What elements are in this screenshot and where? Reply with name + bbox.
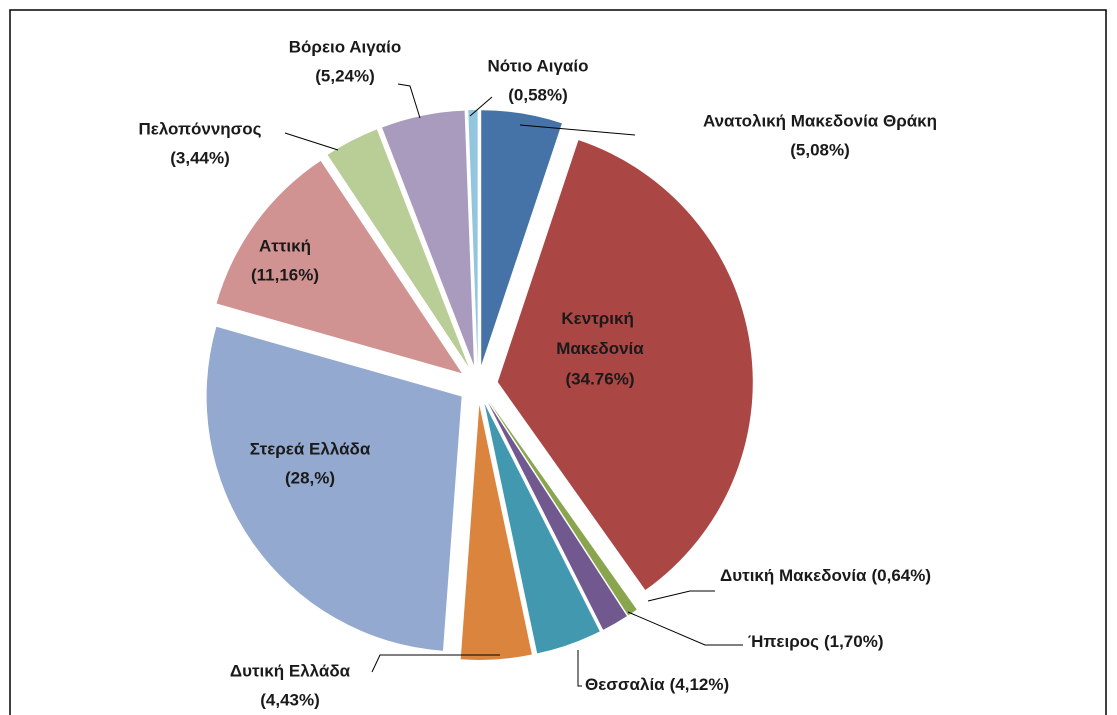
slice-label: Ήπειρος (1,70%) (748, 632, 883, 651)
value-label: (28,%) (285, 468, 335, 487)
category-label: Ήπειρος (748, 632, 819, 651)
pie-slice (382, 110, 474, 366)
category-label: Στερεά Ελλάδα (250, 439, 371, 458)
value-label: (0,64%) (872, 566, 932, 585)
value-label: (4,43%) (260, 690, 320, 709)
pie-slice (497, 140, 753, 591)
category-label: Πελοπόννησος (138, 119, 261, 138)
leader-line (519, 124, 636, 136)
slice-label: Δυτική Μακεδονία (0,64%) (720, 566, 931, 585)
pie-slice (460, 404, 532, 660)
category-label: Δυτική Ελλάδα (230, 661, 351, 680)
slice-label: Θεσσαλία (4,12%) (585, 675, 729, 694)
pie-slice (468, 110, 478, 366)
pie-slice (487, 402, 627, 630)
category-label: Αττική (259, 236, 311, 255)
value-label: (5,24%) (315, 66, 375, 85)
leader-line (627, 611, 743, 646)
pie-slice (327, 129, 469, 368)
leader-line (284, 132, 339, 151)
leader-line (577, 650, 582, 687)
category-label: Κεντρική Μακεδονία (556, 309, 644, 358)
pie-slice (216, 160, 462, 374)
category-label: Θεσσαλία (585, 675, 665, 694)
value-label: (4,12%) (670, 675, 730, 694)
value-label: (11,16%) (251, 265, 319, 284)
leader-line (469, 96, 493, 117)
value-label: (34.76%) (566, 369, 635, 388)
category-label: Ανατολική Μακεδονία Θράκη (703, 111, 937, 130)
pie-slice (489, 401, 637, 616)
pie-slice (484, 403, 600, 654)
leader-line (397, 83, 421, 119)
category-label: Νότιο Αιγαίο (488, 56, 589, 75)
pie-slice (481, 110, 562, 366)
value-label: (1,70%) (824, 632, 884, 651)
category-label: Δυτική Μακεδονία (720, 566, 867, 585)
value-label: (3,44%) (170, 148, 230, 167)
leader-line (647, 590, 715, 602)
pie-slice (206, 326, 462, 651)
value-label: (0,58%) (508, 85, 568, 104)
category-label: Βόρειο Αιγαίο (289, 37, 401, 56)
value-label: (5,08%) (790, 140, 850, 159)
leader-line (371, 654, 500, 673)
